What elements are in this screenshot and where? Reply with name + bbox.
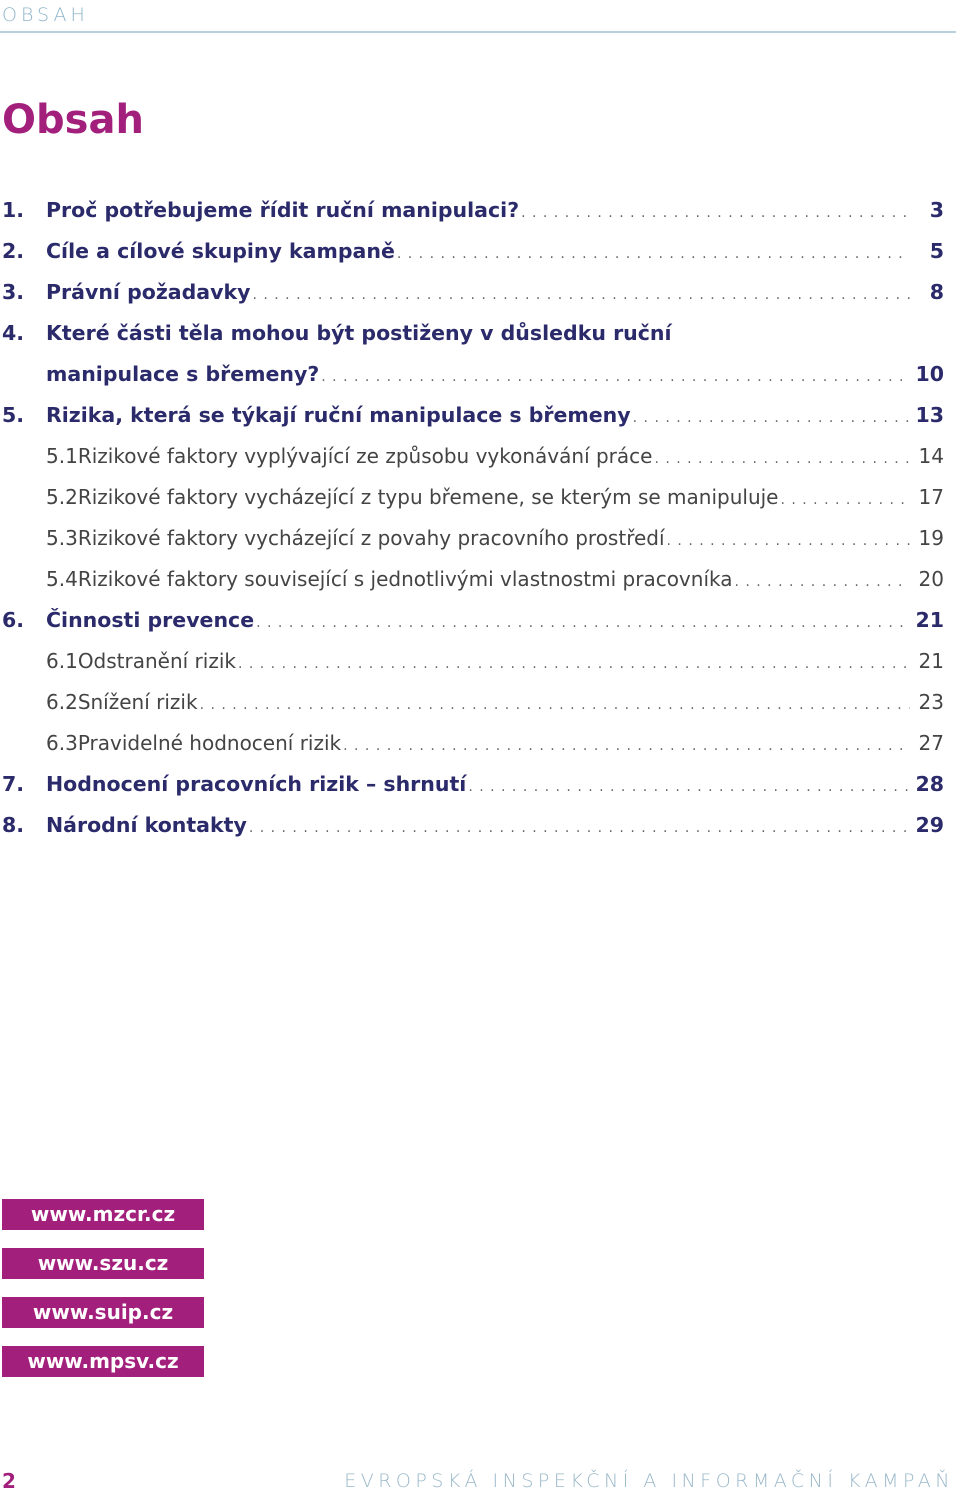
toc-entry[interactable]: 3. Právní požadavky 8: [2, 272, 944, 313]
toc-entry-number: 7.: [2, 772, 25, 796]
toc-entry-title: Rizika, která se týkají ruční manipulace…: [46, 403, 631, 427]
website-links: www.mzcr.cz www.szu.cz www.suip.cz www.mpsv…: [2, 1199, 204, 1395]
toc-entry-page: 13: [915, 403, 944, 427]
toc-entry-title: Hodnocení pracovních rizik – shrnutí: [46, 772, 467, 796]
toc-entry[interactable]: 8. Národní kontakty 29: [2, 805, 944, 846]
toc-dot-leader: [343, 723, 910, 764]
toc-entry-title: Které části těla mohou být postiženy v d…: [46, 321, 672, 345]
toc-entry-number: 4.: [2, 321, 25, 345]
footer-page-number: 2: [2, 1469, 16, 1493]
toc-entry-title: Proč potřebujeme řídit ruční manipulaci?: [46, 198, 520, 222]
toc-entry-number: 5.3: [46, 526, 78, 550]
toc-dot-leader: [200, 682, 910, 723]
section-header-label: OBSAH: [2, 4, 89, 26]
toc-entry-number: 6.3: [46, 731, 78, 755]
toc-dot-leader: [633, 395, 910, 436]
toc-entry-page: 21: [918, 649, 944, 673]
toc-dot-leader: [468, 764, 909, 805]
toc-entry-page: 20: [918, 567, 944, 591]
toc-entry[interactable]: 5.3 Rizikové faktory vycházející z povahy…: [2, 518, 944, 559]
toc-entry-page: 5: [929, 239, 944, 263]
toc-dot-leader: [249, 805, 910, 846]
toc-entry-title: Rizikové faktory vycházející z povahy pr…: [77, 526, 665, 550]
toc-entry-title: Národní kontakty: [46, 813, 247, 837]
toc-entry-number: 5.1: [46, 444, 78, 468]
toc-entry-number: 6.: [2, 608, 25, 632]
toc-entry[interactable]: 5. Rizika, která se týkají ruční manipula…: [2, 395, 944, 436]
website-link-button[interactable]: www.suip.cz: [2, 1297, 204, 1328]
toc-entry-title: Rizikové faktory vycházející z typu břem…: [77, 485, 779, 509]
toc-entry-number: 5.: [2, 403, 25, 427]
toc-entry-number: 8.: [2, 813, 25, 837]
toc-entry[interactable]: 4. Které části těla mohou být postiženy v…: [2, 313, 944, 354]
toc-dot-leader: [667, 518, 910, 559]
toc-entry-page: 17: [918, 485, 944, 509]
toc-entry-number: 3.: [2, 280, 25, 304]
toc-entry[interactable]: 5.2 Rizikové faktory vycházející z typu b…: [2, 477, 944, 518]
toc-entry-page: 27: [918, 731, 944, 755]
toc-dot-leader: [521, 190, 910, 231]
toc-entry[interactable]: 5.4 Rizikové faktory související s jednot…: [2, 559, 944, 600]
toc-entry[interactable]: 2. Cíle a cílové skupiny kampaně 5: [2, 231, 944, 272]
toc-entry[interactable]: 7. Hodnocení pracovních rizik – shrnutí 28: [2, 764, 944, 805]
toc-entry-title: Pravidelné hodnocení rizik: [77, 731, 342, 755]
toc-entry-number: 5.4: [46, 567, 78, 591]
toc-entry[interactable]: manipulace s břemeny? 10: [2, 354, 944, 395]
toc-entry-number: 6.2: [46, 690, 78, 714]
toc-entry-title: Právní požadavky: [46, 280, 251, 304]
website-link-button[interactable]: www.mpsv.cz: [2, 1346, 204, 1377]
toc-dot-leader: [654, 436, 910, 477]
toc-entry-page: 3: [929, 198, 944, 222]
toc-entry-page: 23: [918, 690, 944, 714]
toc-dot-leader: [256, 600, 909, 641]
toc-entry-title: Odstranění rizik: [77, 649, 236, 673]
toc-dot-leader: [252, 272, 910, 313]
toc-entry[interactable]: 5.1 Rizikové faktory vyplývající ze způso…: [2, 436, 944, 477]
toc-dot-leader: [238, 641, 910, 682]
table-of-contents: 1. Proč potřebujeme řídit ruční manipulac…: [2, 190, 944, 846]
toc-entry-title: Snížení rizik: [77, 690, 198, 714]
toc-entry-title: Cíle a cílové skupiny kampaně: [46, 239, 395, 263]
toc-dot-leader: [734, 559, 910, 600]
toc-entry-number: 6.1: [46, 649, 78, 673]
toc-entry-title: manipulace s břemeny?: [46, 362, 320, 386]
toc-entry-page: 10: [915, 362, 944, 386]
toc-dot-leader: [780, 477, 910, 518]
toc-entry-page: 21: [915, 608, 944, 632]
toc-dot-leader: [397, 231, 910, 272]
website-link-button[interactable]: www.szu.cz: [2, 1248, 204, 1279]
toc-dot-leader: [321, 354, 909, 395]
footer-campaign-name: EVROPSKÁ INSPEKČNÍ A INFORMAČNÍ KAMPAŇ: [344, 1470, 954, 1492]
toc-entry-title: Rizikové faktory vyplývající ze způsobu …: [77, 444, 653, 468]
header-divider: [0, 31, 956, 33]
page-title: Obsah: [2, 97, 144, 143]
toc-entry[interactable]: 6. Činnosti prevence 21: [2, 600, 944, 641]
website-link-button[interactable]: www.mzcr.cz: [2, 1199, 204, 1230]
toc-entry-number: 5.2: [46, 485, 78, 509]
toc-entry-page: 14: [918, 444, 944, 468]
toc-entry[interactable]: 1. Proč potřebujeme řídit ruční manipulac…: [2, 190, 944, 231]
toc-entry-page: 29: [915, 813, 944, 837]
toc-entry-page: 8: [929, 280, 944, 304]
toc-entry-title: Rizikové faktory související s jednotliv…: [77, 567, 733, 591]
toc-entry-page: 28: [915, 772, 944, 796]
toc-entry-number: 1.: [2, 198, 25, 222]
toc-entry-title: Činnosti prevence: [46, 608, 255, 632]
toc-entry-number: 2.: [2, 239, 25, 263]
toc-entry-page: 19: [918, 526, 944, 550]
